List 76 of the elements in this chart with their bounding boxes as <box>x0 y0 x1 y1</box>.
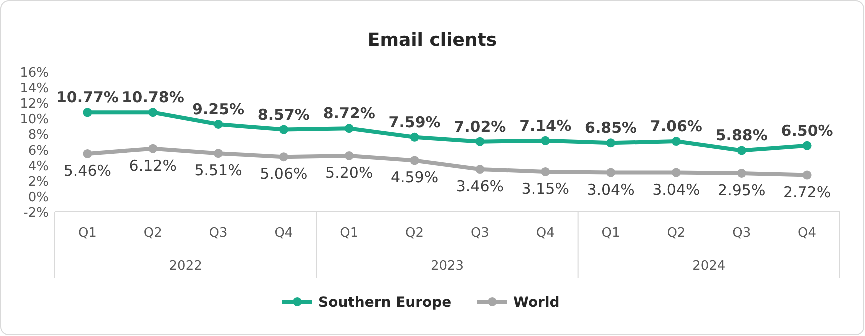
point <box>214 120 224 129</box>
point <box>279 125 288 134</box>
point <box>606 138 616 148</box>
point <box>672 137 681 146</box>
text: 2024 <box>692 259 726 274</box>
point <box>279 152 288 162</box>
x-tick-label: Q4 <box>798 226 817 241</box>
data-label: 3.04% <box>587 180 635 199</box>
data-label: 10.78% <box>122 88 184 107</box>
point <box>541 167 550 176</box>
point <box>214 149 224 158</box>
data-label: 8.72% <box>323 104 376 123</box>
text: 2022 <box>169 259 202 274</box>
y-tick-label: 12% <box>20 97 49 112</box>
point <box>344 152 354 160</box>
y-tick-label: 14% <box>20 82 49 97</box>
point <box>148 144 158 154</box>
x-tick-label: Q3 <box>732 226 752 241</box>
point <box>541 136 550 146</box>
data-label: 8.57% <box>258 106 310 124</box>
data-label: 7.06% <box>650 118 702 136</box>
data-label: 5.46% <box>64 162 112 180</box>
x-tick-label: Q4 <box>274 226 294 241</box>
data-label: 5.88% <box>716 126 768 145</box>
point <box>737 146 746 156</box>
x-tick-label: Q2 <box>406 226 424 241</box>
data-label: 2.72% <box>783 183 832 202</box>
point <box>476 165 485 174</box>
x-tick-label: Q2 <box>144 226 162 241</box>
x-tick-label: Q2 <box>667 226 686 241</box>
y-tick-label: 4% <box>28 159 49 174</box>
point <box>476 137 485 146</box>
data-label: 4.59% <box>390 168 439 187</box>
x-tick-label: Q4 <box>536 226 555 241</box>
data-label: 7.14% <box>520 116 572 135</box>
y-tick-label: -2% <box>24 206 49 221</box>
y-tick-label: 10% <box>20 112 49 128</box>
y-tick-label: 6% <box>28 144 49 159</box>
data-label: 9.25% <box>192 100 245 118</box>
x-tick-label: Q3 <box>209 226 228 241</box>
point <box>802 170 812 180</box>
data-label: 3.15% <box>522 180 570 198</box>
x-tick-label: Q1 <box>602 226 620 241</box>
data-label: 7.59% <box>388 113 441 132</box>
point <box>737 169 746 178</box>
data-label: 5.20% <box>326 164 374 182</box>
point <box>410 132 420 142</box>
point <box>83 149 92 158</box>
legend-label: Southern Europe <box>318 295 452 311</box>
data-label: 6.12% <box>129 156 177 175</box>
legend-label: World <box>514 295 560 311</box>
point <box>344 124 354 134</box>
y-tick-label: 0% <box>28 190 49 206</box>
data-label: 6.85% <box>585 119 638 138</box>
data-label: 3.46% <box>456 178 504 196</box>
point <box>606 168 616 178</box>
point <box>802 141 812 150</box>
x-tick-label: Q3 <box>470 226 490 241</box>
y-tick-label: 2% <box>28 174 49 190</box>
data-label: 5.51% <box>194 162 242 180</box>
y-tick-label: 8% <box>28 128 49 144</box>
point <box>410 156 420 166</box>
data-label: 6.50% <box>781 122 834 140</box>
data-label: 5.06% <box>260 165 308 184</box>
x-tick-label: Q1 <box>340 226 359 241</box>
point <box>672 168 681 178</box>
chart-title: Email clients <box>368 30 498 51</box>
point <box>148 108 158 118</box>
data-label: 2.95% <box>718 182 766 200</box>
text: 2023 <box>430 259 464 274</box>
data-label: 7.02% <box>454 118 506 136</box>
y-tick-label: 16% <box>20 66 49 81</box>
x-tick-label: Q1 <box>78 226 97 241</box>
data-label: 10.77% <box>56 88 119 107</box>
data-label: 3.04% <box>652 180 700 199</box>
point <box>83 108 92 118</box>
